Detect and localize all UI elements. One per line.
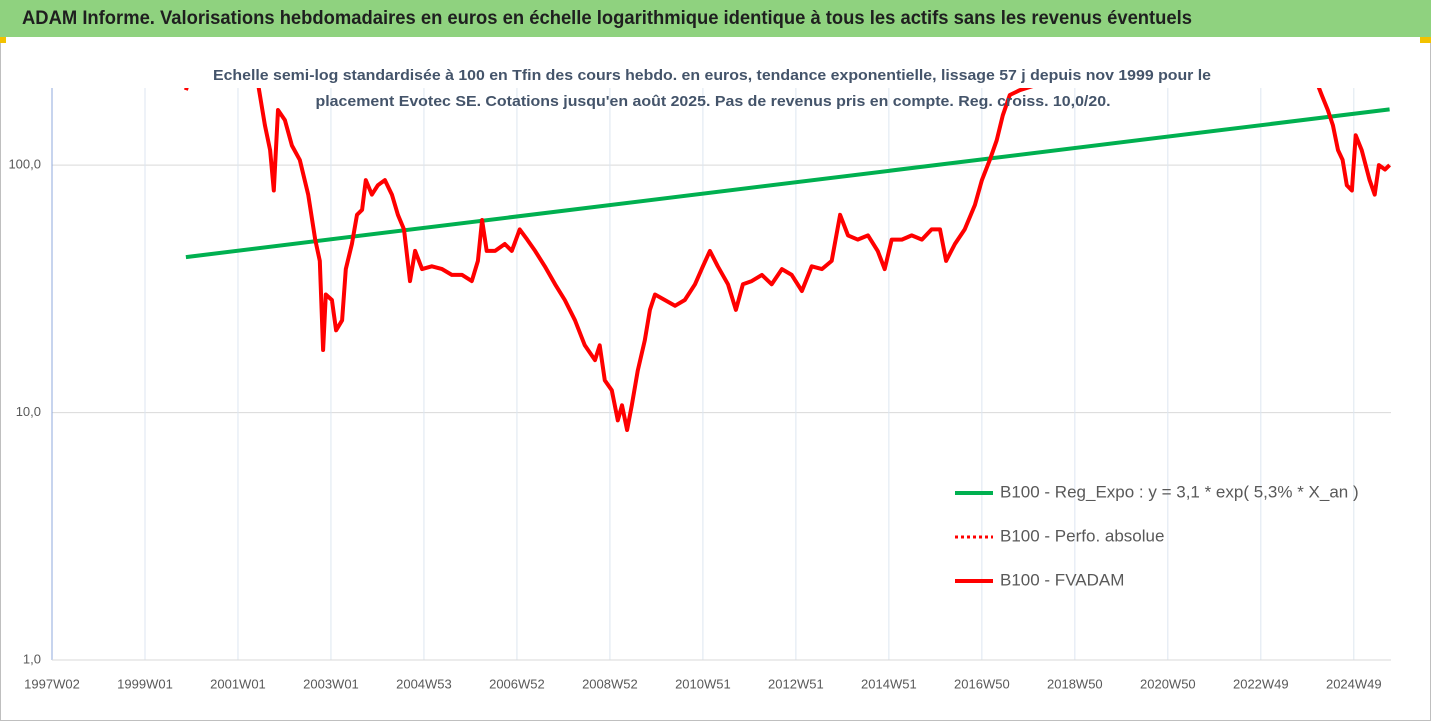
y-tick-label: 1,0 xyxy=(23,651,41,666)
legend-label: B100 - Reg_Expo : y = 3,1 * exp( 5,3% * … xyxy=(1000,482,1359,501)
x-tick-label: 1997W02 xyxy=(24,676,80,691)
x-tick-label: 2003W01 xyxy=(303,676,359,691)
x-tick-label: 2016W50 xyxy=(954,676,1010,691)
x-tick-label: 2022W49 xyxy=(1233,676,1289,691)
grid: 1,0 10,0 100,0 1997W02 1999W01 2001W01 2003W01… xyxy=(8,88,1391,691)
subtitle: Echelle semi-log standardisée à 100 en T… xyxy=(213,67,1211,84)
x-tick-label: 2020W50 xyxy=(1140,676,1196,691)
line xyxy=(185,107,1390,260)
x-tick-label: 2014W51 xyxy=(861,676,917,691)
legend: B100 - Reg_Expo : y = 3,1 * exp( 5,3% * … xyxy=(955,482,1359,589)
plot xyxy=(183,88,1391,432)
chart-title: ADAM Informe. Valorisations hebdomadaire… xyxy=(22,8,1192,29)
x-tick-label: 2004W53 xyxy=(396,676,452,691)
x-tick-label: 2024W49 xyxy=(1326,676,1382,691)
subtitle: placement Evotec SE. Cotations jusqu'en … xyxy=(316,93,1111,110)
corner xyxy=(1420,37,1431,43)
x-tick-label: 2001W01 xyxy=(210,676,266,691)
x-tick-label: 2010W51 xyxy=(675,676,731,691)
line xyxy=(183,88,1391,432)
x-tick-label: 2006W52 xyxy=(489,676,545,691)
legend-label: B100 - FVADAM xyxy=(1000,570,1124,589)
y-tick-label: 10,0 xyxy=(16,404,41,419)
legend-label: B100 - Perfo. absolue xyxy=(1000,526,1164,545)
x-tick-label: 2008W52 xyxy=(582,676,638,691)
x-tick-label: 2012W51 xyxy=(768,676,824,691)
corner xyxy=(0,37,6,43)
title-bar xyxy=(0,0,1431,37)
y-tick-label: 100,0 xyxy=(8,157,41,172)
x-tick-label: 2018W50 xyxy=(1047,676,1103,691)
x-tick-label: 1999W01 xyxy=(117,676,173,691)
